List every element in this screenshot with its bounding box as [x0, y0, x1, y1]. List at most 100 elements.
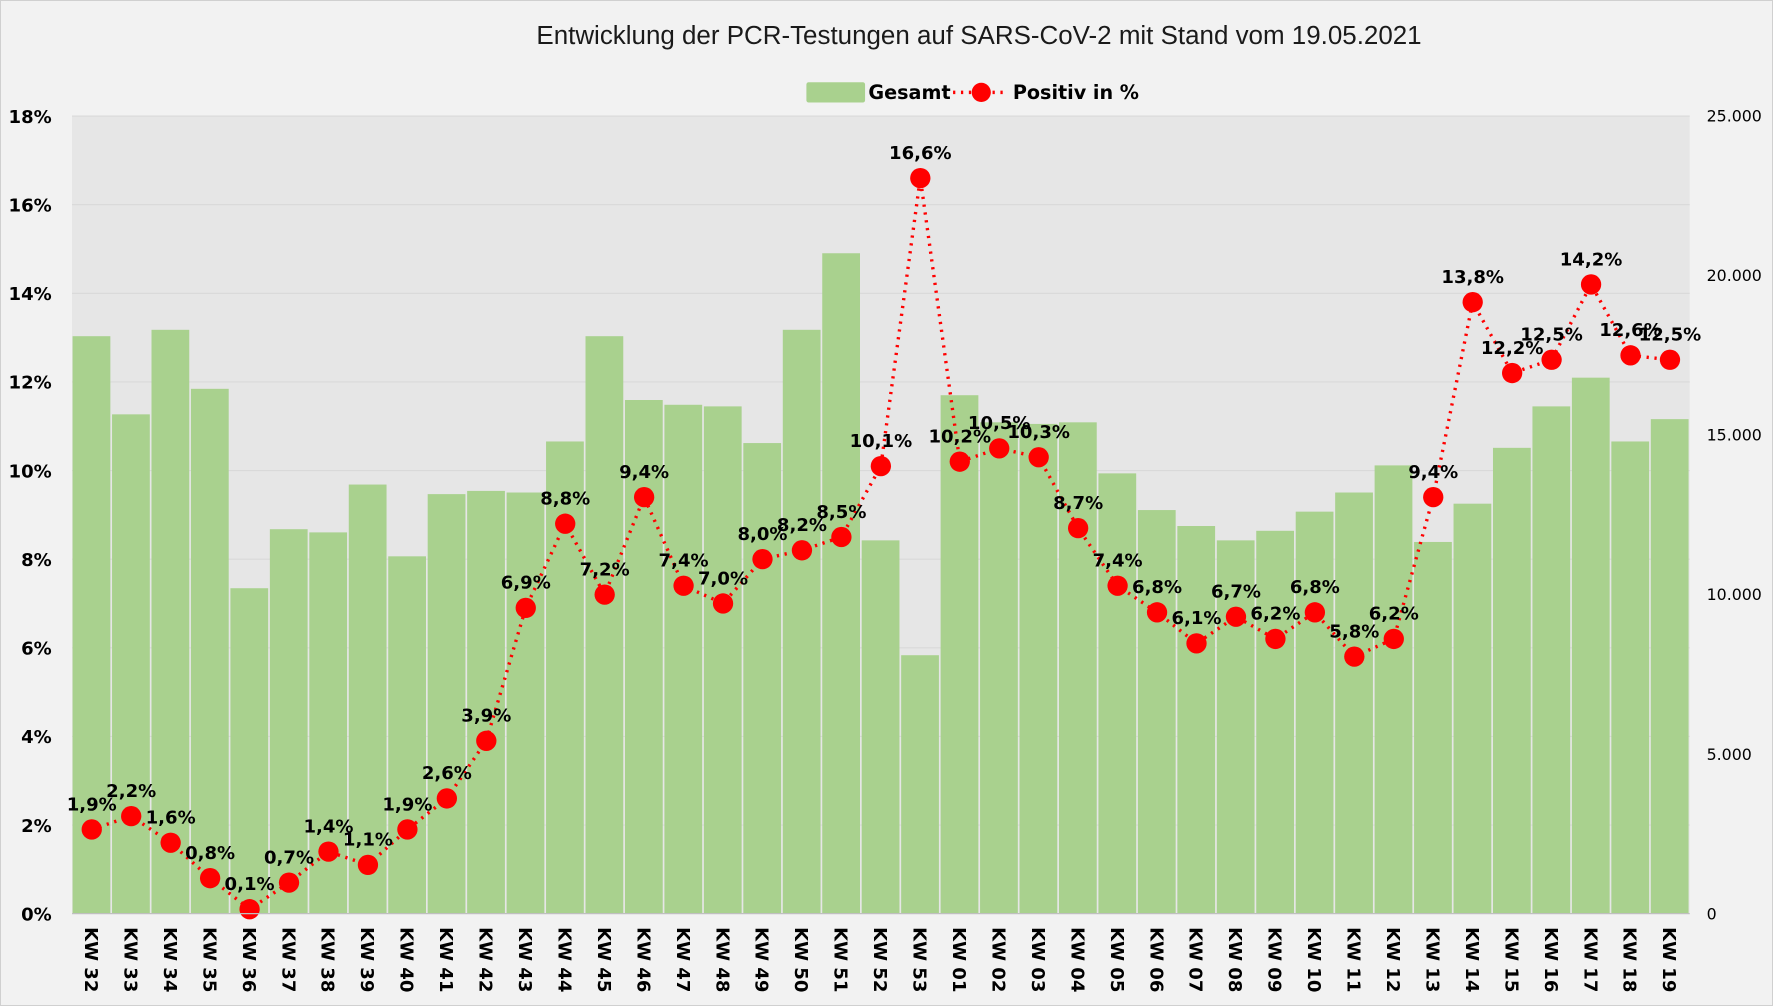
positiv-point [989, 438, 1010, 459]
bar-kw-02 [980, 422, 1018, 914]
bar-kw-44 [546, 441, 584, 914]
category-label: KW 32 [80, 927, 101, 992]
category-label: KW 41 [435, 927, 456, 992]
data-label: 8,5% [816, 502, 866, 523]
data-label: 12,2% [1481, 338, 1544, 359]
bar-kw-05 [1098, 473, 1137, 914]
category-label: KW 10 [1303, 927, 1324, 992]
category-label: KW 07 [1185, 927, 1206, 992]
category-label: KW 36 [238, 927, 259, 992]
bar-kw-49 [743, 443, 782, 914]
left-axis-tick-label: 8% [21, 550, 52, 571]
left-axis-tick-label: 6% [21, 639, 52, 660]
category-label: KW 05 [1106, 927, 1127, 992]
category-label: KW 16 [1540, 927, 1561, 992]
legend-marker-positiv [971, 82, 991, 102]
positiv-point [1344, 646, 1365, 667]
left-axis-tick-label: 14% [9, 284, 52, 305]
data-label: 14,2% [1560, 249, 1623, 270]
left-axis-tick-label: 0% [21, 904, 52, 925]
positiv-point [121, 805, 142, 827]
data-label: 7,0% [698, 568, 748, 589]
category-label: KW 40 [396, 927, 417, 992]
right-axis-tick-label: 5.000 [1707, 745, 1752, 764]
bar-kw-48 [703, 406, 742, 914]
data-label: 6,8% [1290, 577, 1340, 598]
data-label: 8,7% [1053, 493, 1103, 514]
positiv-point [318, 841, 339, 862]
positiv-point [1225, 606, 1247, 627]
category-label: KW 11 [1343, 927, 1364, 992]
category-label: KW 33 [119, 927, 140, 992]
category-label: KW 06 [1145, 927, 1166, 992]
category-label: KW 47 [672, 927, 693, 992]
category-label: KW 43 [514, 927, 535, 992]
data-label: 13,8% [1441, 267, 1504, 288]
category-label: KW 18 [1619, 927, 1640, 992]
category-label: KW 01 [948, 927, 969, 992]
data-label: 6,9% [501, 573, 551, 594]
left-axis-tick-label: 12% [9, 373, 52, 394]
bar-kw-09 [1256, 530, 1295, 914]
bar-kw-14 [1453, 503, 1492, 914]
chart-title: Entwicklung der PCR-Testungen auf SARS-C… [536, 22, 1421, 50]
bar-kw-03 [1019, 423, 1058, 914]
positiv-point [555, 513, 576, 534]
bar-kw-17 [1571, 377, 1610, 914]
left-axis-tick-label: 4% [21, 727, 52, 748]
data-label: 6,2% [1369, 604, 1419, 625]
data-label: 10,2% [928, 426, 991, 447]
positiv-point [1541, 349, 1562, 370]
bar-kw-45 [585, 336, 624, 914]
data-label: 10,3% [1007, 422, 1070, 443]
bar-kw-35 [190, 388, 229, 914]
category-label: KW 15 [1500, 927, 1521, 992]
data-label: 2,2% [106, 781, 156, 802]
left-axis-tick-label: 18% [9, 107, 52, 128]
bar-kw-19 [1650, 419, 1689, 914]
bar-kw-51 [822, 253, 861, 914]
data-label: 7,4% [659, 551, 709, 572]
data-label: 9,4% [619, 462, 669, 483]
bar-kw-01 [940, 395, 979, 914]
positiv-point [1265, 628, 1286, 650]
category-label: KW 14 [1461, 927, 1482, 992]
positiv-point [199, 868, 221, 889]
positiv-point [436, 788, 458, 809]
category-label: KW 35 [198, 927, 219, 992]
data-label: 0,1% [225, 874, 275, 895]
right-axis-tick-label: 10.000 [1707, 585, 1762, 604]
data-label: 12,5% [1639, 325, 1702, 346]
category-label: KW 37 [277, 927, 298, 992]
data-label: 0,7% [264, 847, 314, 868]
positiv-point [515, 597, 536, 619]
left-axis-tick-label: 16% [9, 195, 52, 216]
data-label: 8,0% [737, 524, 787, 545]
data-label: 0,8% [185, 843, 235, 864]
positiv-point [1462, 292, 1483, 313]
positiv-point [160, 832, 181, 853]
category-label: KW 39 [356, 927, 377, 992]
positiv-point [594, 584, 615, 605]
data-label: 8,2% [777, 515, 827, 536]
bar-kw-53 [901, 655, 939, 914]
bar-kw-07 [1177, 526, 1216, 914]
category-label: KW 48 [711, 927, 732, 992]
bar-kw-50 [782, 329, 821, 914]
positiv-point [910, 167, 931, 189]
positiv-point [791, 540, 813, 561]
legend-label-gesamt: Gesamt [868, 81, 950, 104]
bar-kw-12 [1374, 465, 1413, 914]
positiv-point [278, 872, 300, 893]
positiv-point [673, 575, 694, 596]
data-label: 8,8% [540, 489, 590, 510]
legend: Gesamt Positiv in % [806, 81, 1139, 104]
category-label: KW 52 [869, 927, 890, 992]
data-label: 6,1% [1171, 608, 1221, 629]
positiv-point [1383, 628, 1404, 650]
left-axis-tick-label: 2% [21, 816, 52, 837]
category-label: KW 02 [987, 927, 1008, 992]
category-label: KW 03 [1027, 927, 1048, 992]
